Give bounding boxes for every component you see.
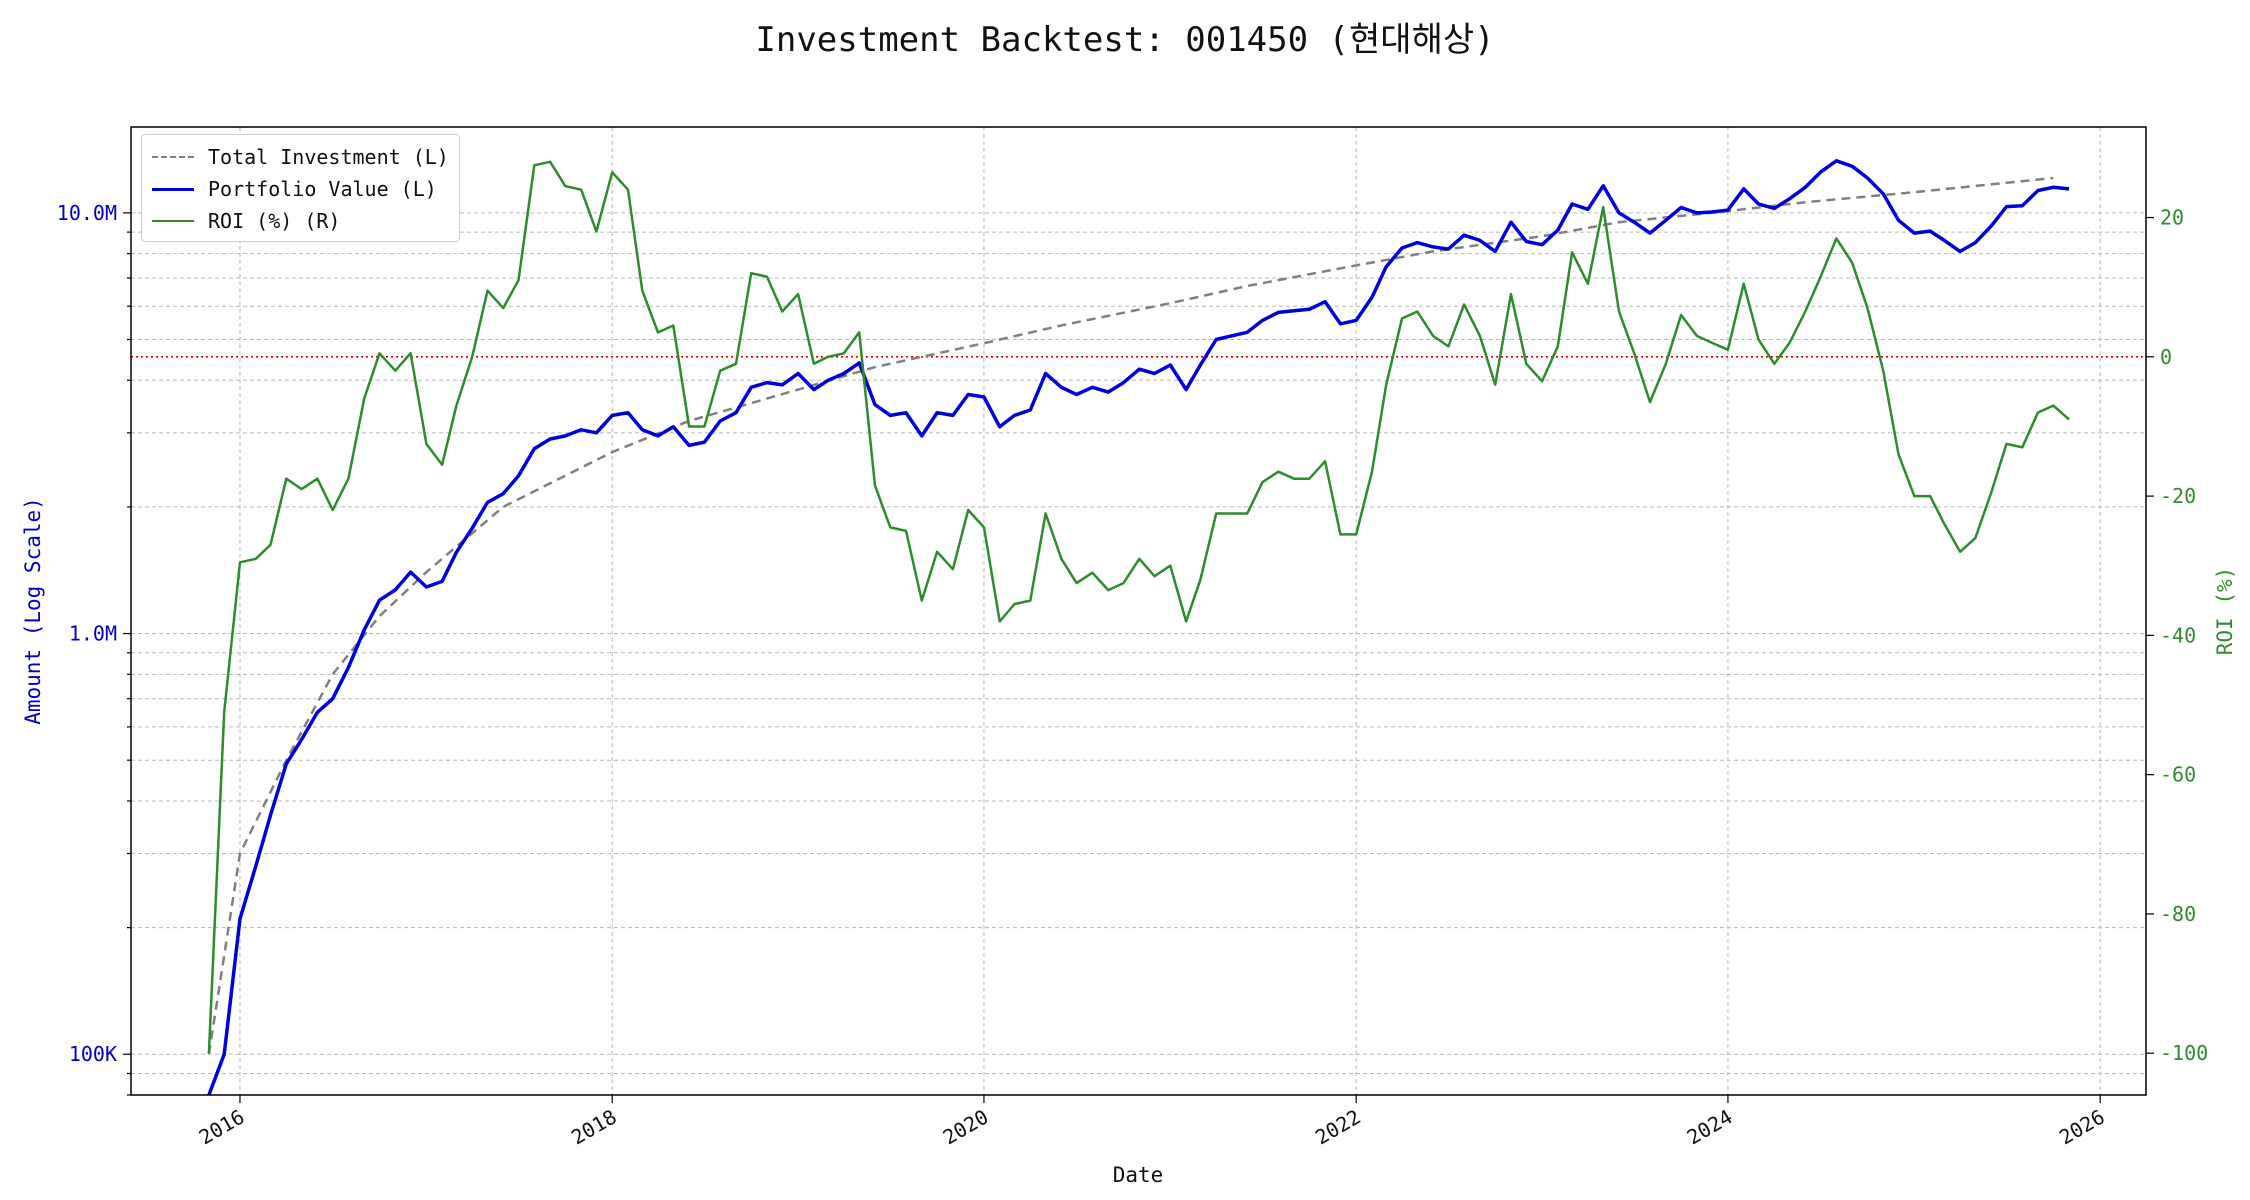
y-right-tick-label: -20 [2160,484,2196,508]
legend-label-portfolio-value: Portfolio Value (L) [208,177,437,201]
y-right-tick-label: -40 [2160,623,2196,647]
series-lines [131,159,2146,1096]
legend-swatch-roi [152,220,194,222]
x-tick-label: 2018 [567,1105,621,1150]
legend-label-total-investment: Total Investment (L) [208,145,449,169]
y-left-tick-label: 10.0M [57,201,117,225]
legend-label-roi: ROI (%) (R) [208,209,341,233]
y-left-tick-label: 100K [69,1042,117,1066]
legend-item-portfolio-value: Portfolio Value (L) [152,173,449,205]
roi-line [207,160,2070,1054]
chart-title: Investment Backtest: 001450 (현대해상) [755,20,1495,60]
y-axis-right-label: ROI (%) [2213,567,2237,656]
x-axis-label: Date [1113,1163,1164,1187]
x-tick-label: 2020 [939,1105,993,1150]
total-investment-line [207,176,2054,1055]
y-right-tick-label: 0 [2160,345,2172,369]
x-tick-label: 2022 [1311,1105,1365,1150]
legend-item-roi: ROI (%) (R) [152,205,449,237]
grid-lines [131,127,2146,1096]
y-right-tick-label: -100 [2160,1041,2208,1065]
legend-swatch-portfolio-value [152,187,194,191]
x-tick-label: 2016 [195,1105,249,1150]
x-tick-label: 2026 [2055,1105,2109,1150]
legend: Total Investment (L) Portfolio Value (L)… [141,134,460,242]
y-right-tick-label: 20 [2160,206,2184,230]
plot-frame [130,126,2147,1096]
legend-item-total-investment: Total Investment (L) [152,141,449,173]
portfolio-value-line [207,159,2070,1096]
y-axis-left-label: Amount (Log Scale) [21,497,45,725]
y-left-tick-label: 1.0M [69,622,117,646]
y-right-tick-label: -80 [2160,902,2196,926]
legend-swatch-total-investment [152,156,194,158]
y-right-tick-label: -60 [2160,763,2196,787]
axes: 100K 1.0M 10.0M -100 -80 -60 -40 -20 0 20 2016 2018… [57,201,2208,1150]
x-tick-label: 2024 [1683,1105,1737,1150]
